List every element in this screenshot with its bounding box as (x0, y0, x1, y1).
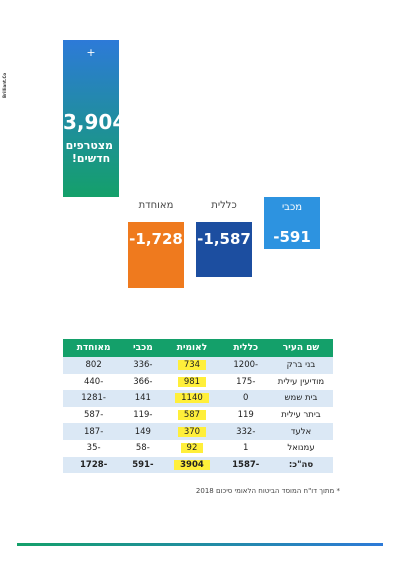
cell-leumit: 92 (161, 439, 223, 457)
header-meuhedet: מאוחדת (63, 339, 125, 357)
bar-value-clalit: -1,587 (197, 230, 251, 248)
cell-city: אלעד (269, 423, 333, 440)
cell-city: עמנואל (269, 439, 333, 457)
new-joiners-text: מצטרפים חדשים! (65, 139, 113, 165)
bar-value-maccabi: -591 (273, 228, 311, 246)
brand-logo: Brilliant.Co (2, 72, 7, 98)
bar-label-meuhedet: מאוחדת (138, 200, 174, 211)
highlighted-value: 92 (180, 443, 204, 454)
cell-total-clalit: -1587 (222, 456, 269, 474)
cell-clalit: -175 (222, 373, 269, 391)
cell-city: בני ברק (269, 357, 333, 374)
highlighted-value: 981 (177, 376, 207, 387)
cell-clalit: -332 (222, 423, 269, 440)
highlighted-value: 734 (177, 360, 207, 371)
cell-leumit: 370 (161, 423, 223, 440)
cell-total-meuhedet: -1728 (63, 456, 125, 474)
table-total-row: סה"כ: -1587 3904 -591 -1728 (63, 456, 333, 474)
cell-maccabi: -366 (124, 373, 162, 391)
cell-total-maccabi: -591 (124, 456, 162, 474)
cell-leumit: 1140 (161, 390, 223, 407)
cell-clalit: 119 (222, 406, 269, 424)
cell-meuhedet: -35 (63, 439, 125, 457)
cell-city: ביתר עילית (269, 406, 333, 424)
cell-maccabi: -336 (124, 357, 162, 374)
highlighted-value: 587 (177, 410, 207, 421)
highlighted-value: 1140 (175, 393, 209, 404)
bar-clalit: -1,587 (196, 222, 252, 277)
bottom-divider (17, 543, 383, 546)
cell-city: מודיעין עילית (269, 373, 333, 391)
cell-meuhedet: 802 (63, 357, 125, 374)
bar-leumit: + 3,904 מצטרפים חדשים! לאומית (63, 40, 127, 231)
bar-label-clalit-wrap: כללית (196, 200, 252, 214)
cell-total-leumit: 3904 (161, 456, 223, 474)
bar-value-meuhedet: -1,728 (129, 230, 183, 248)
cell-meuhedet: -187 (63, 423, 125, 440)
header-clalit: כללית (222, 339, 269, 357)
cell-maccabi: 141 (124, 390, 162, 407)
header-city: שם העיר (269, 339, 333, 357)
header-maccabi: מכבי (124, 339, 162, 357)
cell-maccabi: -58 (124, 439, 162, 457)
cell-leumit: 734 (161, 357, 223, 374)
cell-meuhedet: -1281 (63, 390, 125, 407)
cell-meuhedet: -440 (63, 373, 125, 391)
table-row: מודיעין עילית -175 981 -366 -440 (63, 373, 333, 391)
bar-label-meuhedet-wrap: מאוחדת (128, 200, 184, 214)
bar-label-clalit: כללית (211, 200, 237, 211)
source-note: * מתוך דו"ח המוסד הביטוח הלאומי סיכום 20… (195, 487, 340, 495)
table-row: ביתר עילית 119 587 -119 -587 (63, 406, 333, 424)
table-row: אלעד -332 370 149 -187 (63, 423, 333, 440)
highlighted-value: 3904 (174, 459, 210, 470)
highlighted-value: 370 (177, 426, 207, 437)
cities-table: שם העיר כללית לאומית מכבי מאוחדת בני ברק… (63, 339, 333, 474)
bar-label-leumit: לאומית (75, 220, 107, 231)
cell-clalit: -1200 (222, 357, 269, 374)
cell-meuhedet: -587 (63, 406, 125, 424)
cell-leumit: 981 (161, 373, 223, 391)
table-row: עמנואל 1 92 -58 -35 (63, 439, 333, 457)
bar-label-maccabi: מכבי (281, 202, 303, 213)
cell-clalit: 1 (222, 439, 269, 457)
bar-meuhedet: -1,728 (128, 222, 184, 288)
cell-total-label: סה"כ: (269, 456, 333, 474)
bar-maccabi: מכבי -591 (264, 197, 320, 249)
cell-clalit: 0 (222, 390, 269, 407)
cell-leumit: 587 (161, 406, 223, 424)
header-leumit: לאומית (161, 339, 223, 357)
plus-sign: + (86, 46, 96, 59)
cell-city: בית שמש (269, 390, 333, 407)
cell-maccabi: -119 (124, 406, 162, 424)
cell-maccabi: 149 (124, 423, 162, 440)
table-row: בני ברק -1200 734 -336 802 (63, 357, 333, 374)
table-row: בית שמש 0 1140 141 -1281 (63, 390, 333, 407)
table-header-row: שם העיר כללית לאומית מכבי מאוחדת (63, 339, 333, 357)
bar-value-leumit: 3,904 (63, 110, 127, 134)
